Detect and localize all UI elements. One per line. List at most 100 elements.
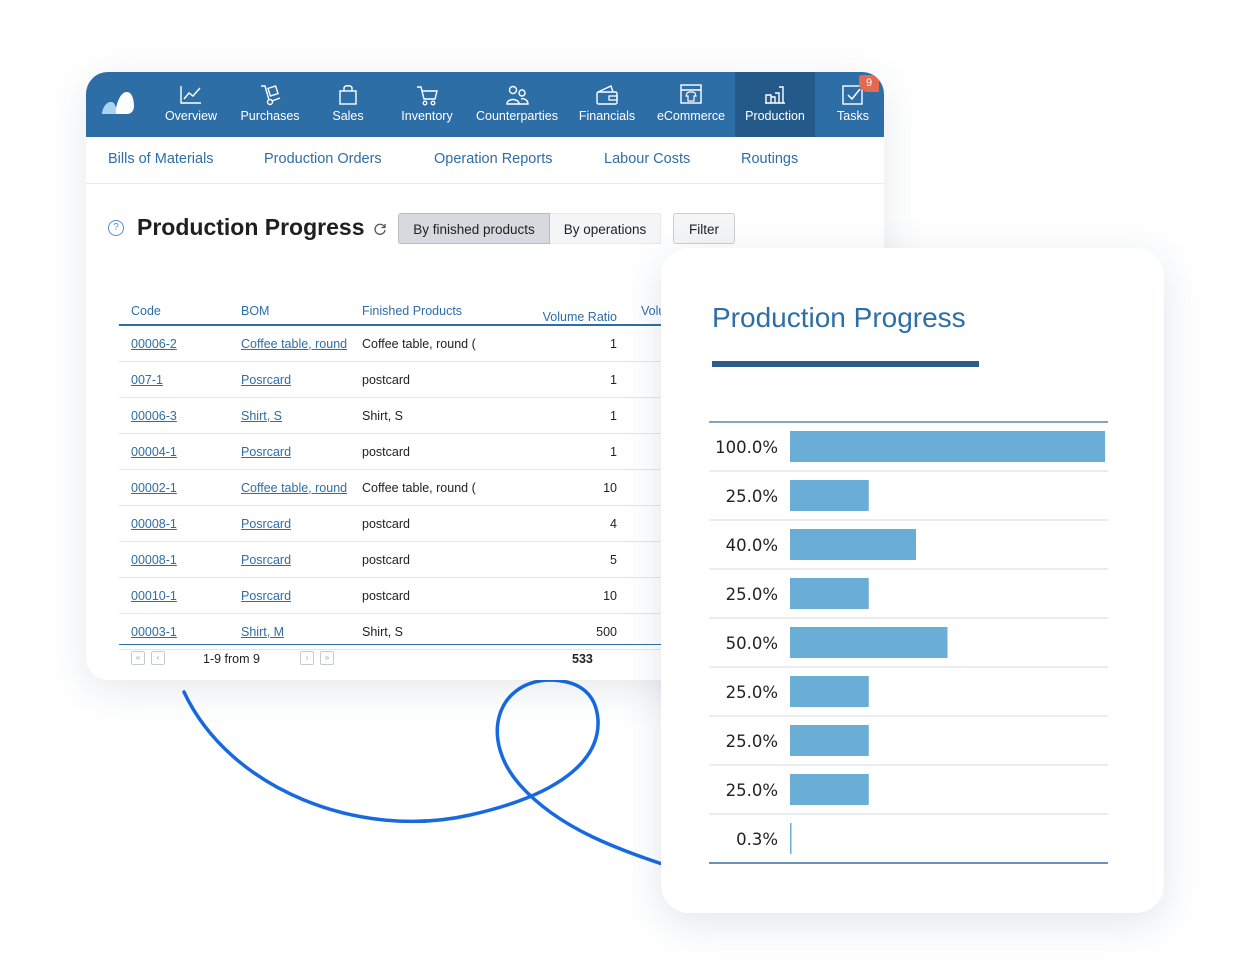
cell-volume-ratio: 1 bbox=[477, 397, 629, 434]
chart-bar-label: 100.0% bbox=[715, 438, 778, 457]
prev-page-button[interactable]: ‹ bbox=[151, 651, 165, 665]
last-page-button[interactable]: » bbox=[320, 651, 334, 665]
nav-counterparties[interactable]: Counterparties bbox=[472, 72, 562, 137]
nav-label: Inventory bbox=[401, 109, 453, 123]
bom-link[interactable]: Coffee table, round bbox=[241, 336, 348, 351]
app-window: Overview Purchases Sales Inve bbox=[86, 72, 884, 680]
subnav-labour-costs[interactable]: Labour Costs bbox=[604, 151, 691, 167]
wallet-icon bbox=[596, 85, 618, 105]
cell-code: 00003-1 bbox=[119, 613, 229, 650]
table-footer: « ‹ 1-9 from 9 › » 533 bbox=[119, 644, 819, 675]
code-link[interactable]: 007-1 bbox=[131, 372, 163, 387]
chart-bar-label: 25.0% bbox=[726, 585, 778, 604]
cell-code: 00006-2 bbox=[119, 325, 229, 362]
subnav-routings[interactable]: Routings bbox=[741, 151, 799, 167]
next-page-button[interactable]: › bbox=[300, 651, 314, 665]
nav-sales[interactable]: Sales bbox=[313, 72, 383, 137]
hand-truck-icon bbox=[261, 85, 281, 106]
nav-production[interactable]: Production bbox=[735, 72, 815, 137]
view-by-finished-products-button[interactable]: By finished products bbox=[398, 213, 550, 244]
chart-title: Production Progress bbox=[712, 302, 966, 333]
subnav-operation-reports[interactable]: Operation Reports bbox=[434, 151, 553, 167]
bom-link[interactable]: Shirt, M bbox=[241, 624, 285, 639]
nav-label: Tasks bbox=[837, 109, 869, 123]
nav-label: Counterparties bbox=[476, 109, 558, 123]
chart-bar bbox=[790, 431, 1105, 462]
code-link[interactable]: 00004-1 bbox=[131, 444, 177, 459]
cell-finished-products: postcard bbox=[350, 361, 477, 398]
subnav-bills-of-materials[interactable]: Bills of Materials bbox=[108, 151, 214, 167]
bom-link[interactable]: Posrcard bbox=[241, 588, 292, 603]
bom-link[interactable]: Posrcard bbox=[241, 444, 292, 459]
column-header-volume-ratio[interactable]: Volume Ratio bbox=[477, 292, 629, 326]
cell-bom: Posrcard bbox=[229, 541, 350, 578]
cell-bom: Shirt, S bbox=[229, 397, 350, 434]
cell-bom: Posrcard bbox=[229, 433, 350, 470]
column-header-finished-products[interactable]: Finished Products bbox=[350, 292, 477, 326]
chart-bar-label: 25.0% bbox=[726, 781, 778, 800]
bom-link[interactable]: Coffee table, round bbox=[241, 480, 348, 495]
cell-bom: Coffee table, round bbox=[229, 469, 350, 506]
chart-bar-label: 50.0% bbox=[726, 634, 778, 653]
people-icon bbox=[506, 85, 529, 105]
cell-finished-products: Shirt, S bbox=[350, 613, 477, 650]
shopping-bag-icon bbox=[339, 85, 357, 105]
view-by-operations-button[interactable]: By operations bbox=[550, 213, 661, 244]
column-header-code[interactable]: Code bbox=[119, 292, 229, 326]
refresh-icon[interactable] bbox=[373, 222, 387, 236]
checkbox-icon bbox=[842, 85, 863, 105]
sub-navigation: Bills of Materials Production Orders Ope… bbox=[86, 137, 884, 184]
nav-ecommerce[interactable]: eCommerce bbox=[653, 72, 729, 137]
pagination-text: 1-9 from 9 bbox=[203, 652, 260, 666]
code-link[interactable]: 00002-1 bbox=[131, 480, 177, 495]
cell-bom: Posrcard bbox=[229, 505, 350, 542]
code-link[interactable]: 00003-1 bbox=[131, 624, 177, 639]
chart-bar bbox=[790, 774, 869, 805]
code-link[interactable]: 00008-1 bbox=[131, 516, 177, 531]
column-header-bom[interactable]: BOM bbox=[229, 292, 350, 326]
code-link[interactable]: 00006-2 bbox=[131, 336, 177, 351]
app-logo[interactable] bbox=[100, 88, 136, 118]
cell-volume-ratio: 500 bbox=[477, 613, 629, 650]
help-icon[interactable]: ? bbox=[108, 220, 124, 236]
nav-purchases[interactable]: Purchases bbox=[232, 72, 308, 137]
nav-inventory[interactable]: Inventory bbox=[389, 72, 465, 137]
table-row: 007-1 Posrcard postcard 1 bbox=[119, 361, 721, 398]
code-link[interactable]: 00010-1 bbox=[131, 588, 177, 603]
table-row: 00008-1 Posrcard postcard 5 bbox=[119, 541, 721, 578]
bom-link[interactable]: Posrcard bbox=[241, 552, 292, 567]
bom-link[interactable]: Posrcard bbox=[241, 372, 292, 387]
cell-volume-ratio: 1 bbox=[477, 325, 629, 362]
production-progress-chart-card: Production Progress 100.0% 25.0% 40.0% 25.0… bbox=[661, 248, 1164, 913]
nav-label: Sales bbox=[332, 109, 364, 123]
nav-label: Financials bbox=[578, 109, 636, 123]
first-page-button[interactable]: « bbox=[131, 651, 145, 665]
nav-financials[interactable]: Financials bbox=[571, 72, 643, 137]
bom-link[interactable]: Shirt, S bbox=[241, 408, 282, 423]
filter-button[interactable]: Filter bbox=[673, 213, 735, 244]
factory-icon bbox=[765, 86, 785, 104]
bom-link[interactable]: Posrcard bbox=[241, 516, 292, 531]
subnav-production-orders[interactable]: Production Orders bbox=[264, 151, 382, 167]
table-row: 00008-1 Posrcard postcard 4 bbox=[119, 505, 721, 542]
chart-bar bbox=[790, 823, 792, 854]
tasks-icon-wrap: 9 bbox=[840, 75, 879, 107]
nav-overview[interactable]: Overview bbox=[151, 72, 231, 137]
cell-finished-products: Shirt, S bbox=[350, 397, 477, 434]
nav-tasks[interactable]: 9 Tasks bbox=[819, 72, 884, 137]
page-header: ? Production Progress By finished produc… bbox=[86, 212, 884, 252]
progress-bar-chart: 100.0% 25.0% 40.0% 25.0% 50.0% 25.0% 25.0% 25.0… bbox=[709, 421, 1108, 864]
nav-label: eCommerce bbox=[656, 109, 726, 123]
cell-bom: Coffee table, round bbox=[229, 325, 350, 362]
cell-finished-products: Coffee table, round ( bbox=[350, 325, 477, 362]
cell-volume-ratio: 5 bbox=[477, 541, 629, 578]
cell-code: 00002-1 bbox=[119, 469, 229, 506]
code-link[interactable]: 00008-1 bbox=[131, 552, 177, 567]
code-link[interactable]: 00006-3 bbox=[131, 408, 177, 423]
cell-finished-products: Coffee table, round ( bbox=[350, 469, 477, 506]
table-row: 00010-1 Posrcard postcard 10 bbox=[119, 577, 721, 614]
chart-bar bbox=[790, 676, 869, 707]
top-navigation: Overview Purchases Sales Inve bbox=[86, 72, 884, 137]
table-row: 00006-3 Shirt, S Shirt, S 1 bbox=[119, 397, 721, 434]
